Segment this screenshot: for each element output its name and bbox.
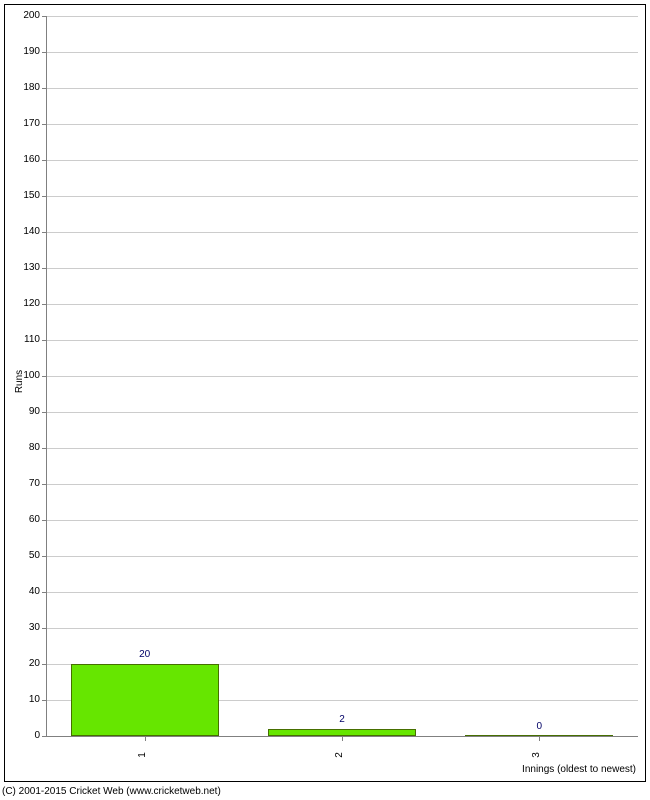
grid-line bbox=[46, 124, 638, 125]
y-tick-label: 80 bbox=[0, 443, 40, 453]
y-tick-label: 120 bbox=[0, 299, 40, 309]
y-axis bbox=[46, 16, 47, 736]
grid-line bbox=[46, 52, 638, 53]
y-tick-label: 90 bbox=[0, 407, 40, 417]
grid-line bbox=[46, 88, 638, 89]
grid-line bbox=[46, 196, 638, 197]
y-tick-label: 190 bbox=[0, 47, 40, 57]
y-tick-label: 50 bbox=[0, 551, 40, 561]
bar bbox=[268, 729, 416, 736]
y-tick-label: 130 bbox=[0, 263, 40, 273]
grid-line bbox=[46, 412, 638, 413]
plot-area bbox=[46, 16, 638, 736]
y-tick-label: 60 bbox=[0, 515, 40, 525]
y-tick-label: 20 bbox=[0, 659, 40, 669]
bar-value-label: 0 bbox=[537, 722, 543, 732]
grid-line bbox=[46, 448, 638, 449]
y-tick-label: 110 bbox=[0, 335, 40, 345]
bar-value-label: 20 bbox=[139, 650, 150, 660]
x-tick-label: 2 bbox=[335, 752, 345, 758]
y-tick-label: 200 bbox=[0, 11, 40, 21]
bar-fill bbox=[269, 730, 415, 735]
grid-line bbox=[46, 376, 638, 377]
y-axis-label: Runs bbox=[14, 370, 25, 393]
copyright-text: (C) 2001-2015 Cricket Web (www.cricketwe… bbox=[2, 786, 221, 797]
bar-fill bbox=[72, 665, 218, 735]
grid-line bbox=[46, 592, 638, 593]
y-tick-label: 10 bbox=[0, 695, 40, 705]
x-tick-label: 1 bbox=[137, 752, 147, 758]
y-tick-label: 30 bbox=[0, 623, 40, 633]
grid-line bbox=[46, 304, 638, 305]
bar bbox=[71, 664, 219, 736]
y-tick-label: 40 bbox=[0, 587, 40, 597]
y-tick-label: 0 bbox=[0, 731, 40, 741]
bar-value-label: 2 bbox=[339, 715, 345, 725]
y-tick-label: 140 bbox=[0, 227, 40, 237]
y-tick-label: 180 bbox=[0, 83, 40, 93]
y-tick-label: 170 bbox=[0, 119, 40, 129]
grid-line bbox=[46, 232, 638, 233]
x-tick-label: 3 bbox=[532, 752, 542, 758]
grid-line bbox=[46, 628, 638, 629]
x-tick-mark bbox=[342, 737, 343, 741]
y-tick-label: 160 bbox=[0, 155, 40, 165]
bar bbox=[465, 735, 613, 736]
x-axis-label: Innings (oldest to newest) bbox=[522, 764, 636, 775]
grid-line bbox=[46, 160, 638, 161]
grid-line bbox=[46, 520, 638, 521]
grid-line bbox=[46, 268, 638, 269]
grid-line bbox=[46, 16, 638, 17]
x-tick-mark bbox=[539, 737, 540, 741]
x-tick-mark bbox=[145, 737, 146, 741]
chart-container: 0102030405060708090100110120130140150160… bbox=[0, 0, 650, 800]
grid-line bbox=[46, 484, 638, 485]
grid-line bbox=[46, 556, 638, 557]
grid-line bbox=[46, 340, 638, 341]
y-tick-label: 150 bbox=[0, 191, 40, 201]
y-tick-label: 70 bbox=[0, 479, 40, 489]
